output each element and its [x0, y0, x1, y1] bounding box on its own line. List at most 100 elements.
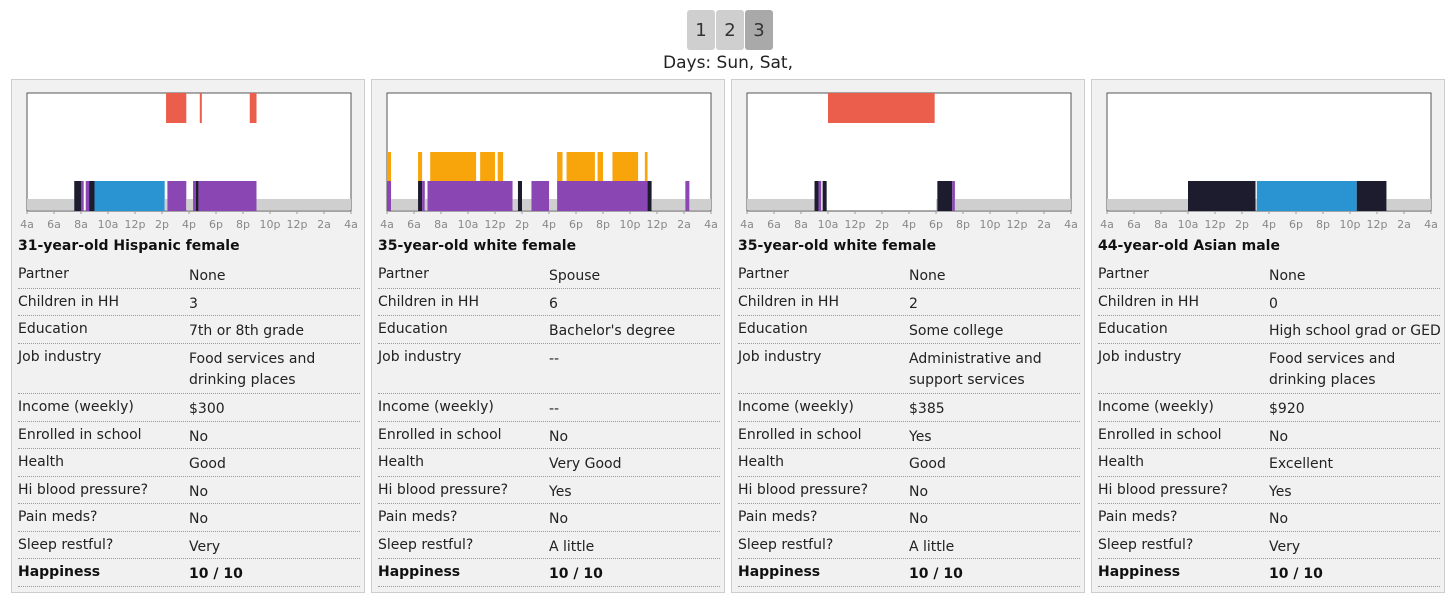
axis-tick-label: 10p	[1340, 218, 1361, 230]
activity-chart: 4a 6a 8a 10a 12p 2p 4p 6p 8p 10p 12p 2a 4a	[12, 80, 364, 230]
attribute-row-job: Job industry Food services and drinking p…	[18, 344, 360, 394]
attribute-value: Some college	[909, 323, 1004, 339]
activity-segment	[954, 199, 1071, 210]
axis-tick-label: 12p	[485, 218, 506, 230]
axis-tick-label: 6p	[929, 218, 943, 230]
attribute-row-health: Health Very Good	[378, 449, 720, 477]
attribute-row-job: Job industry Food services and drinking p…	[1098, 344, 1440, 394]
attribute-value: Very	[1269, 539, 1301, 555]
activity-segment	[85, 181, 90, 211]
activity-segment	[94, 181, 165, 211]
attribute-label: Children in HH	[378, 294, 479, 310]
attribute-row-pain: Pain meds? No	[378, 504, 720, 532]
axis-tick-label: 8a	[74, 218, 88, 230]
axis-tick-label: 12p	[845, 218, 866, 230]
axis-tick-label: 2a	[1037, 218, 1051, 230]
attribute-row-education: Education 7th or 8th grade	[18, 316, 360, 344]
axis-tick-label: 2p	[515, 218, 529, 230]
axis-tick-label: 2p	[875, 218, 889, 230]
axis-tick-label: 4p	[542, 218, 556, 230]
person-title: 31-year-old Hispanic female	[18, 238, 240, 254]
attribute-label: Hi blood pressure?	[18, 482, 149, 498]
attribute-label: Happiness	[1098, 564, 1181, 580]
activity-segment	[1386, 199, 1431, 210]
axis-tick-label: 8a	[1154, 218, 1168, 230]
activity-segment	[27, 199, 75, 210]
attribute-value: $920	[1269, 401, 1305, 417]
page-button-3[interactable]: 3	[745, 10, 773, 50]
pagination: 1 2 3	[687, 10, 774, 50]
attribute-row-bp: Hi blood pressure? No	[738, 477, 1080, 504]
person-card: 4a 6a 8a 10a 12p 2p 4p 6p 8p 10p 12p 2a 4a 31-year-ol…	[11, 79, 365, 593]
axis-tick-label: 10p	[980, 218, 1001, 230]
attribute-row-health: Health Excellent	[1098, 449, 1440, 477]
attribute-row-sleep: Sleep restful? A little	[738, 532, 1080, 559]
person-card: 4a 6a 8a 10a 12p 2p 4p 6p 8p 10p 12p 2a 4a 44-year-ol…	[1091, 79, 1445, 593]
attribute-row-children: Children in HH 3	[18, 289, 360, 316]
attribute-row-education: Education Bachelor's degree	[378, 316, 720, 344]
attribute-label: Happiness	[378, 564, 461, 580]
attribute-label: Job industry	[18, 349, 102, 365]
attribute-value: $300	[189, 401, 225, 417]
activity-segment	[644, 152, 648, 181]
axis-tick-label: 10p	[260, 218, 281, 230]
attribute-value: No	[189, 429, 209, 445]
activity-segment	[517, 181, 522, 211]
page-button-1[interactable]: 1	[687, 10, 715, 50]
activity-segment	[822, 181, 827, 211]
attribute-row-school: Enrolled in school Yes	[738, 422, 1080, 449]
attribute-label: Job industry	[738, 349, 822, 365]
attribute-value: Bachelor's degree	[549, 323, 676, 339]
person-title: 35-year-old white female	[378, 238, 577, 254]
attribute-value: Spouse	[549, 268, 601, 284]
attribute-label: Enrolled in school	[18, 427, 142, 443]
attribute-label: Partner	[378, 266, 429, 282]
attribute-row-pain: Pain meds? No	[18, 504, 360, 532]
axis-tick-label: 2a	[677, 218, 691, 230]
attribute-row-health: Health Good	[738, 449, 1080, 477]
axis-tick-label: 12p	[1007, 218, 1028, 230]
attribute-value: High school grad or GED	[1269, 323, 1441, 339]
attribute-label: Enrolled in school	[738, 427, 862, 443]
attribute-label: Health	[378, 454, 424, 470]
activity-segment	[936, 199, 938, 210]
axis-tick-label: 12p	[647, 218, 668, 230]
attribute-row-school: Enrolled in school No	[1098, 422, 1440, 449]
person-title: 44-year-old Asian male	[1098, 238, 1280, 254]
attribute-label: Happiness	[738, 564, 821, 580]
axis-tick-label: 8p	[1316, 218, 1330, 230]
activity-segment	[1256, 181, 1357, 211]
axis-tick-label: 6a	[407, 218, 421, 230]
attribute-value: 0	[1269, 296, 1278, 312]
attribute-label: Sleep restful?	[1098, 537, 1194, 553]
page-button-2[interactable]: 2	[716, 10, 744, 50]
attribute-value: 10 / 10	[909, 566, 963, 582]
activity-timeline: 4a 6a 8a 10a 12p 2p 4p 6p 8p 10p 12p 2a 4a	[20, 92, 358, 230]
attribute-value: Yes	[549, 484, 572, 500]
attribute-value: No	[909, 511, 929, 527]
attribute-value: Yes	[1269, 484, 1292, 500]
axis-tick-label: 4a	[20, 218, 34, 230]
activity-segment	[531, 181, 549, 211]
attribute-value: Excellent	[1269, 456, 1333, 472]
attribute-row-children: Children in HH 0	[1098, 289, 1440, 316]
attribute-value: 3	[189, 296, 198, 312]
attribute-row-happiness: Happiness 10 / 10	[738, 559, 1080, 587]
activity-segment	[747, 199, 815, 210]
activity-segment	[828, 93, 935, 123]
axis-tick-label: 4p	[902, 218, 916, 230]
attribute-value: Good	[909, 456, 946, 472]
attribute-value: No	[189, 484, 209, 500]
attribute-value: 10 / 10	[189, 566, 243, 582]
activity-segment	[167, 181, 187, 211]
attribute-label: Sleep restful?	[378, 537, 474, 553]
attribute-label: Enrolled in school	[378, 427, 502, 443]
attribute-value: 2	[909, 296, 918, 312]
activity-segment	[430, 152, 477, 181]
attribute-value: 6	[549, 296, 558, 312]
axis-tick-label: 8a	[794, 218, 808, 230]
attribute-label: Partner	[738, 266, 789, 282]
activity-segment	[387, 181, 392, 211]
axis-tick-label: 4a	[1064, 218, 1078, 230]
attribute-label: Pain meds?	[738, 509, 818, 525]
